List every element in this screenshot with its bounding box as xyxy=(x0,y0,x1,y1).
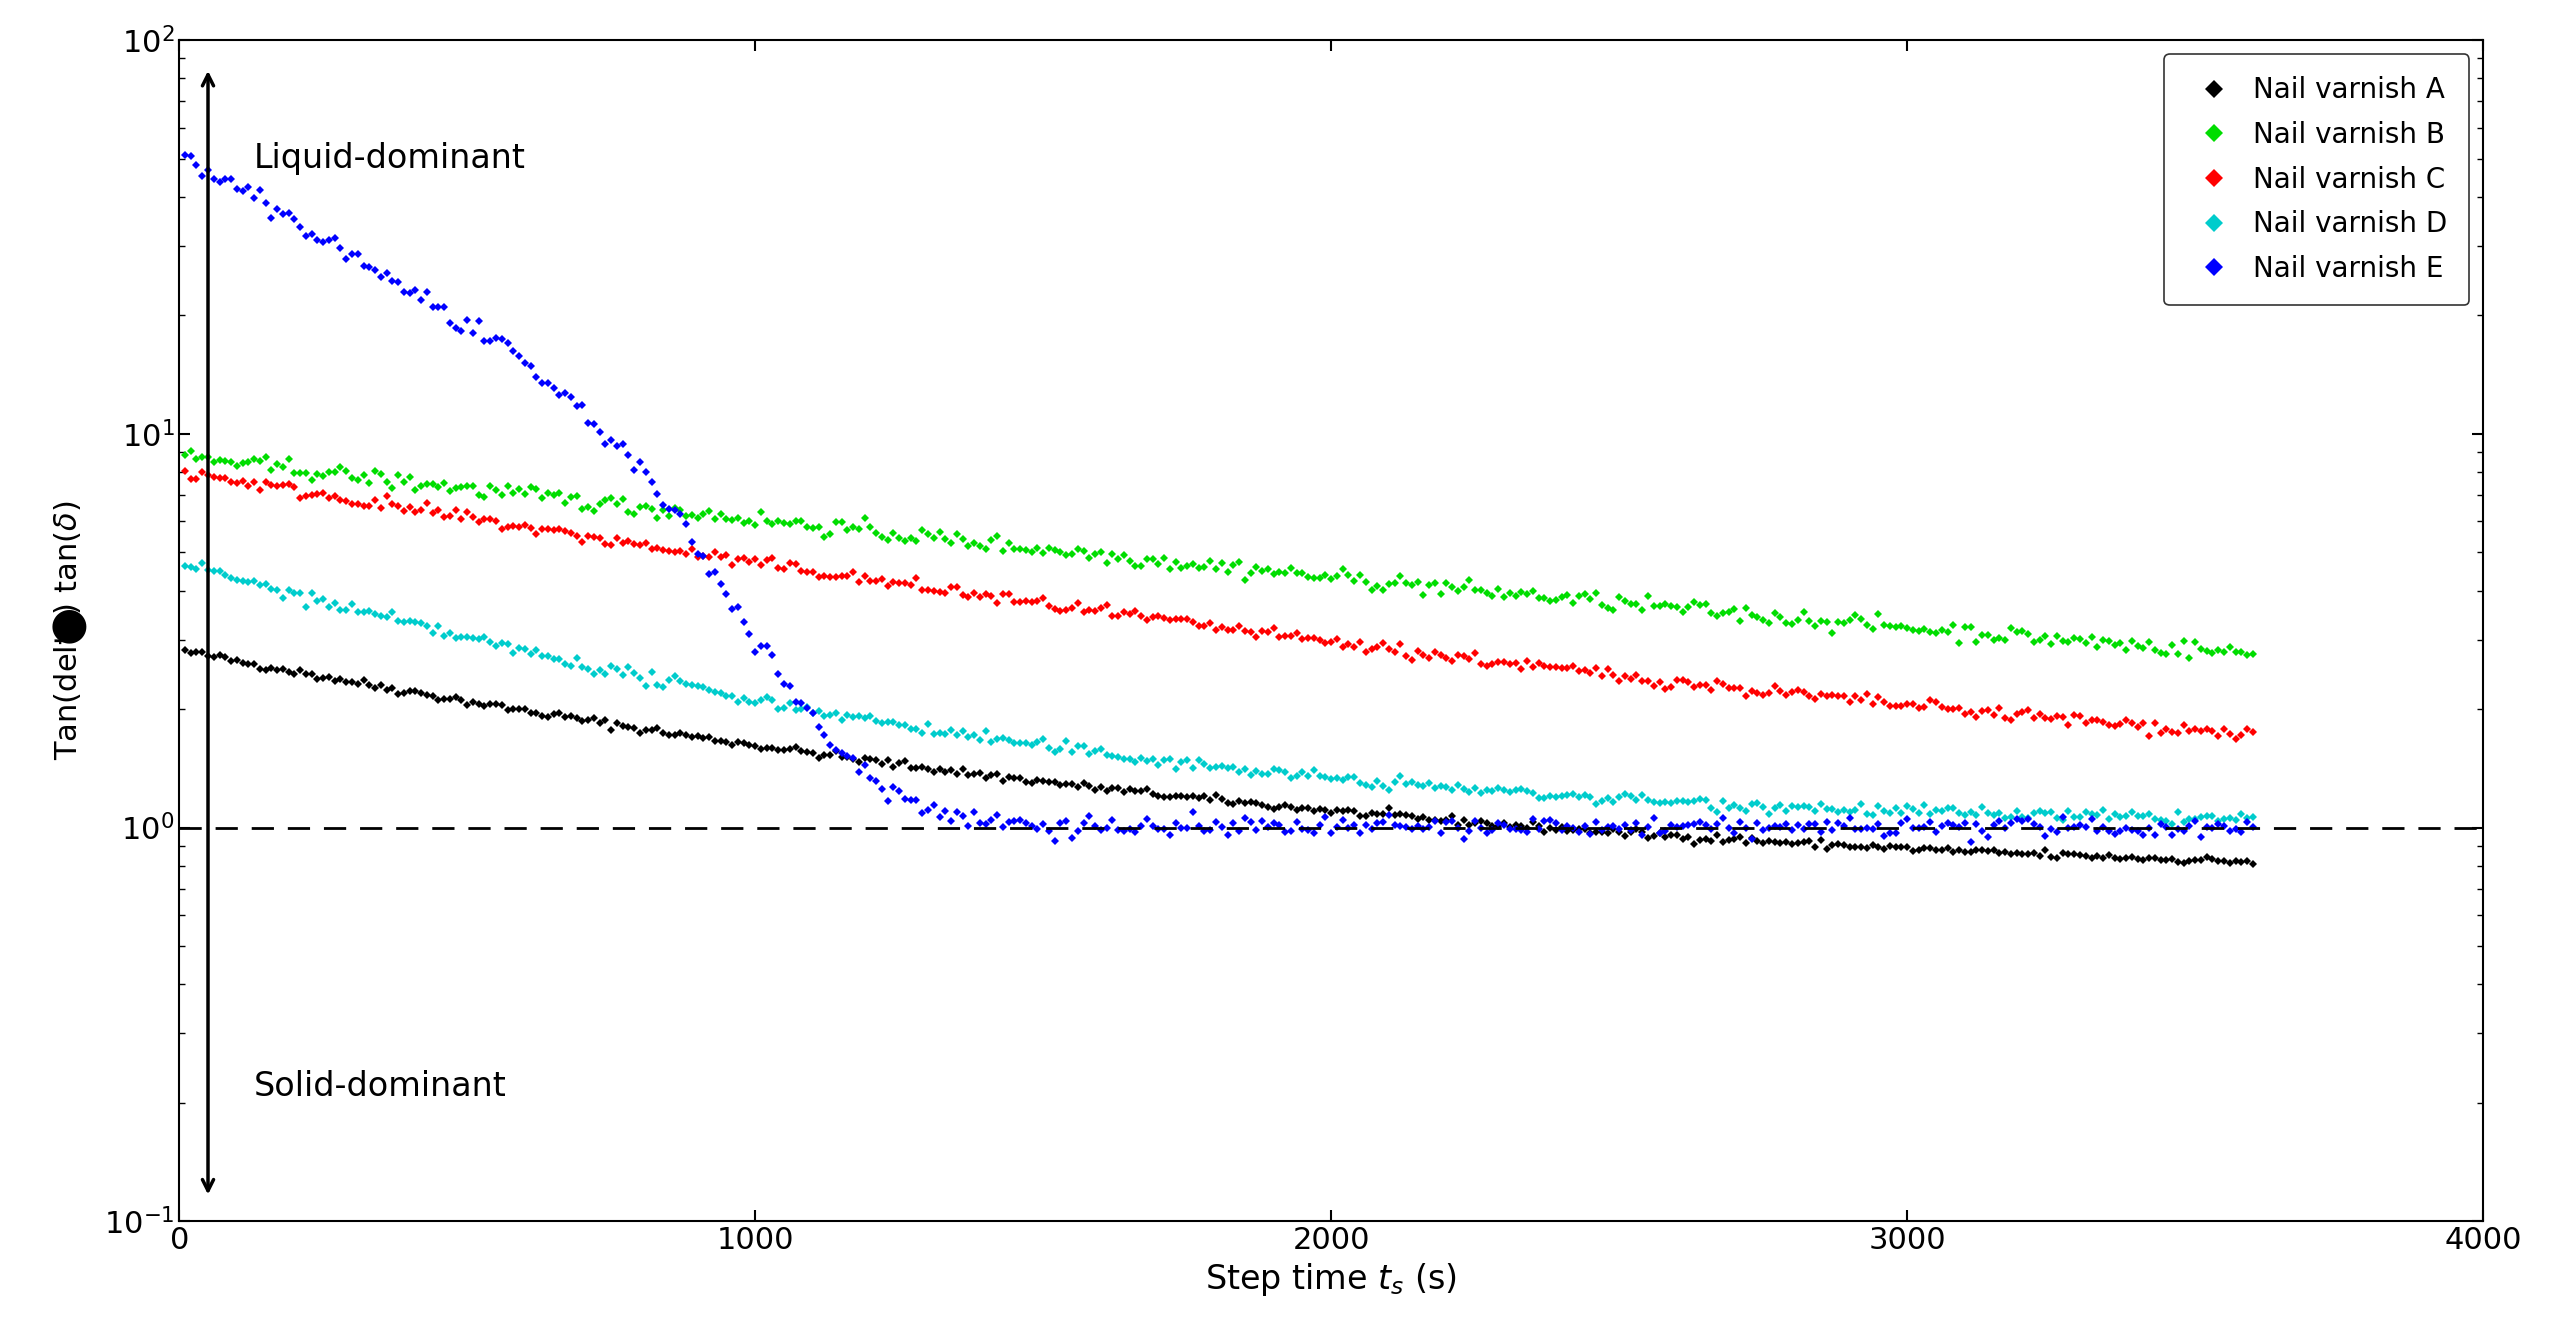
Nail varnish B xyxy=(896,530,927,546)
Nail varnish A xyxy=(891,753,922,769)
Text: ●: ● xyxy=(49,604,87,647)
Line: Nail varnish E: Nail varnish E xyxy=(182,153,2255,845)
Nail varnish D xyxy=(187,556,218,572)
Line: Nail varnish A: Nail varnish A xyxy=(182,648,2255,867)
Nail varnish D xyxy=(2237,809,2268,825)
Nail varnish E xyxy=(422,299,453,315)
Nail varnish B xyxy=(430,475,461,491)
Nail varnish C xyxy=(2220,730,2250,746)
Nail varnish C xyxy=(2237,723,2268,739)
Nail varnish D xyxy=(430,628,461,644)
Nail varnish C xyxy=(786,564,817,580)
Nail varnish A xyxy=(422,691,453,707)
Nail varnish E xyxy=(2127,827,2158,843)
Nail varnish D xyxy=(2158,816,2189,832)
Nail varnish D xyxy=(896,721,927,737)
Y-axis label: Tan(delta) tan($\delta$): Tan(delta) tan($\delta$) xyxy=(51,501,82,761)
Nail varnish E xyxy=(169,148,200,164)
Nail varnish C xyxy=(1075,601,1106,617)
Nail varnish C xyxy=(169,463,200,479)
Nail varnish A xyxy=(169,643,200,659)
Nail varnish B xyxy=(169,447,200,463)
Nail varnish A xyxy=(1075,778,1106,794)
Nail varnish C xyxy=(891,576,922,592)
Line: Nail varnish C: Nail varnish C xyxy=(182,468,2255,741)
Nail varnish B xyxy=(2127,640,2158,656)
Nail varnish C xyxy=(855,573,886,589)
Nail varnish E xyxy=(855,770,886,786)
Nail varnish D xyxy=(791,699,822,715)
Nail varnish A xyxy=(786,743,817,760)
Nail varnish E xyxy=(1956,833,1987,849)
Text: Solid-dominant: Solid-dominant xyxy=(253,1070,507,1103)
Legend: Nail varnish A, Nail varnish B, Nail varnish C, Nail varnish D, Nail varnish E: Nail varnish A, Nail varnish B, Nail var… xyxy=(2163,54,2470,305)
Nail varnish B xyxy=(174,443,207,459)
Nail varnish B xyxy=(2237,646,2268,662)
Nail varnish D xyxy=(169,558,200,574)
Nail varnish E xyxy=(1075,808,1106,824)
Nail varnish C xyxy=(2122,718,2153,734)
Nail varnish A xyxy=(2122,851,2153,867)
Nail varnish A xyxy=(2237,855,2268,871)
Line: Nail varnish D: Nail varnish D xyxy=(182,561,2255,827)
Nail varnish C xyxy=(422,502,453,518)
Nail varnish E xyxy=(2237,820,2268,836)
Nail varnish B xyxy=(2173,651,2204,667)
Nail varnish B xyxy=(1080,546,1111,562)
Line: Nail varnish B: Nail varnish B xyxy=(182,448,2255,662)
Nail varnish B xyxy=(791,519,822,535)
Nail varnish D xyxy=(860,713,891,729)
Nail varnish A xyxy=(855,752,886,768)
Text: Liquid-dominant: Liquid-dominant xyxy=(253,142,525,176)
Nail varnish B xyxy=(860,525,891,541)
Nail varnish E xyxy=(786,695,817,711)
Nail varnish D xyxy=(1080,743,1111,760)
X-axis label: Step time $t_s$ (s): Step time $t_s$ (s) xyxy=(1206,1260,1457,1298)
Nail varnish E xyxy=(891,792,922,808)
Nail varnish D xyxy=(2127,808,2158,824)
